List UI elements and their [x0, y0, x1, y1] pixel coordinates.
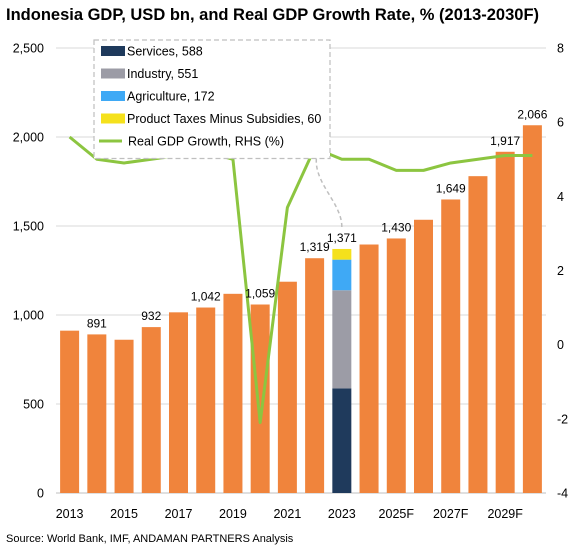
data-label-2029F: 1,917 [490, 134, 520, 148]
data-label-2030F: 2,066 [517, 107, 547, 121]
gdp-bar-2021 [277, 281, 297, 493]
gdp-bar-2028F [468, 176, 488, 493]
callout-arrow [315, 154, 343, 227]
legend-label: Agriculture, 172 [127, 90, 215, 104]
gdp-bar-2027F [441, 199, 461, 493]
data-label-2022: 1,319 [300, 240, 330, 254]
y-left-tick: 2,500 [13, 42, 44, 56]
source-note: Source: World Bank, IMF, ANDAMAN PARTNER… [6, 533, 294, 545]
data-label-2016: 932 [141, 309, 161, 323]
gdp-bar-2015 [114, 339, 134, 493]
gdp-bar-2025F [386, 238, 406, 493]
gdp-bar-2026F [414, 219, 433, 493]
legend-swatch [101, 68, 125, 79]
gdp-bar-2030F [522, 125, 542, 493]
y-axis-left: 0 500 1,000 1,500 2,000 2,500 [13, 42, 44, 501]
gdp-bar-2017 [169, 312, 188, 493]
gdp-bar-2018 [196, 307, 216, 493]
gdp-bar-2019 [223, 293, 243, 493]
stack-segment-services [332, 388, 352, 493]
legend: Services, 588 Industry, 551 Agriculture, 1… [93, 39, 331, 160]
x-tick-label: 2013 [56, 507, 84, 521]
gdp-bars [60, 125, 542, 494]
y-left-tick: 500 [23, 398, 44, 412]
legend-swatch [101, 113, 125, 124]
gdp-bar-2022 [305, 258, 325, 493]
y-left-tick: 1,500 [13, 220, 44, 234]
data-label-2018: 1,042 [191, 290, 221, 304]
y-left-tick: 0 [37, 487, 44, 501]
stack-segment-product-taxes-minus-subsidies [332, 248, 352, 260]
x-tick-label: 2023 [328, 507, 356, 521]
legend-box [93, 39, 331, 160]
data-label-2023: 1,371 [327, 231, 357, 245]
x-tick-label: 2015 [110, 507, 138, 521]
x-tick-label: 2019 [219, 507, 247, 521]
x-tick-label: 2025F [379, 507, 415, 521]
breakdown-2023-stack [332, 248, 352, 493]
y-left-tick: 2,000 [13, 131, 44, 145]
y-left-tick: 1,000 [13, 309, 44, 323]
legend-swatch [101, 46, 125, 56]
y-right-tick: 0 [557, 338, 564, 352]
gdp-bar-2013 [60, 330, 80, 493]
gdp-bar-2016 [141, 327, 161, 493]
x-tick-label: 2017 [165, 507, 193, 521]
x-axis: 2013 2015 2017 2019 2021 2023 2025F 2027F 2029F [56, 507, 524, 521]
x-tick-label: 2029F [487, 507, 523, 521]
y-right-tick: 8 [557, 42, 564, 56]
data-label-2027F: 1,649 [436, 181, 466, 195]
x-tick-label: 2021 [273, 507, 301, 521]
y-right-tick: 6 [557, 116, 564, 130]
stack-segment-agriculture [332, 259, 352, 291]
data-label-2014: 891 [87, 316, 107, 330]
legend-label: Product Taxes Minus Subsidies, 60 [127, 112, 321, 126]
gdp-bar-2029F [495, 151, 515, 494]
y-axis-right: -4 -2 0 2 4 6 8 [557, 42, 568, 501]
stack-segment-industry [332, 290, 352, 389]
legend-label: Real GDP Growth, RHS (%) [128, 135, 284, 149]
legend-swatch [101, 91, 125, 101]
gdp-bar-2024F [359, 244, 379, 493]
x-tick-label: 2027F [433, 507, 469, 521]
y-right-tick: 2 [557, 264, 564, 278]
growth-line [68, 135, 533, 425]
legend-label: Services, 588 [127, 45, 203, 59]
y-right-tick: -4 [557, 487, 568, 501]
gdp-bar-2014 [87, 334, 107, 493]
legend-label: Industry, 551 [127, 67, 198, 81]
data-label-2020: 1,059 [245, 286, 275, 300]
chart-title: Indonesia GDP, USD bn, and Real GDP Grow… [6, 6, 539, 24]
y-right-tick: 4 [557, 190, 564, 204]
data-label-2025F: 1,430 [381, 220, 411, 234]
y-right-tick: -2 [557, 412, 568, 426]
gdp-bar-2020 [250, 304, 270, 493]
